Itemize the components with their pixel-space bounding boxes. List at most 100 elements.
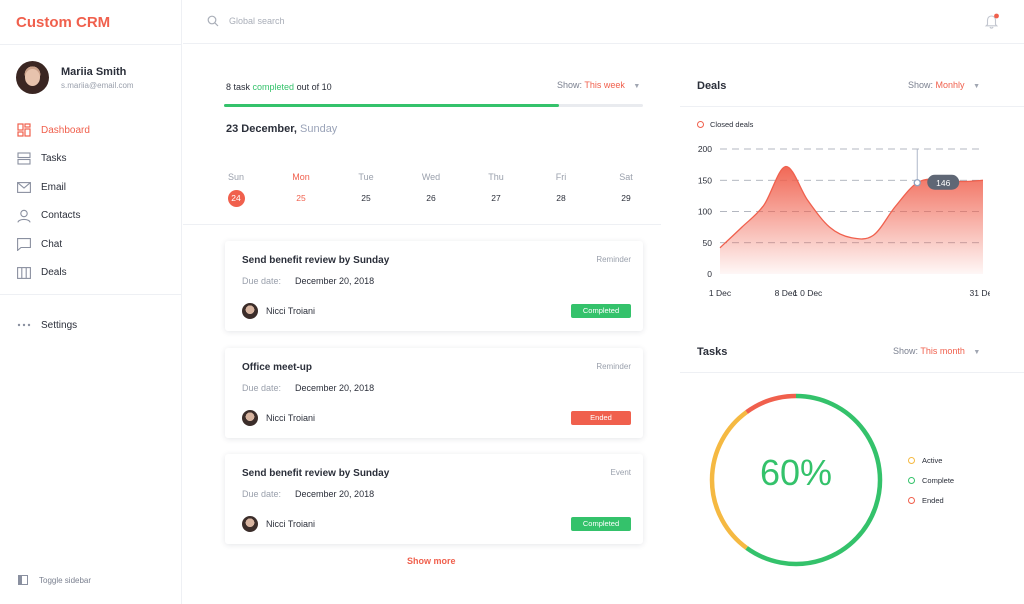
- progress-suffix: out of 10: [296, 82, 332, 92]
- show-more-link[interactable]: Show more: [407, 556, 456, 566]
- contacts-icon: [16, 209, 31, 223]
- task-type: Reminder: [596, 362, 631, 371]
- task-period-dropdown[interactable]: Show: This week ▼: [557, 80, 640, 90]
- tasks-period-dropdown[interactable]: Show: This month ▼: [893, 346, 980, 356]
- due-value: December 20, 2018: [295, 276, 375, 286]
- donut-slice-complete: [745, 393, 883, 567]
- user-profile[interactable]: Mariia Smith s.mariia@email.com: [16, 61, 134, 94]
- legend-label: Active: [922, 455, 943, 465]
- dashboard-icon: [16, 123, 31, 137]
- notification-bell-icon[interactable]: [984, 13, 1000, 34]
- assignee-name: Nicci Troiani: [266, 413, 316, 423]
- email-icon: [16, 180, 31, 194]
- selected-date: 23 December, Sunday: [226, 123, 337, 135]
- dropdown-value: This week: [584, 80, 625, 90]
- week-day[interactable]: Thu 27: [476, 172, 516, 207]
- sidebar-item-dashboard[interactable]: Dashboard: [16, 116, 166, 145]
- week-day-number: 29: [621, 193, 631, 203]
- task-assignee: Nicci Troiani: [242, 516, 315, 532]
- tasks-panel-title: Tasks: [697, 346, 728, 358]
- tasks-donut-chart[interactable]: [708, 392, 884, 568]
- user-name: Mariia Smith: [61, 65, 127, 78]
- legend-label: Closed deals: [710, 120, 754, 129]
- sidebar: Custom CRM Mariia Smith s.mariia@email.c…: [0, 0, 182, 604]
- data-point: [719, 247, 721, 249]
- sidebar-toggle-icon: [18, 575, 28, 585]
- due-label: Due date:: [242, 489, 282, 499]
- deals-icon: [16, 266, 31, 280]
- data-point: [806, 199, 808, 201]
- sidebar-item-label: Email: [41, 181, 67, 193]
- avatar[interactable]: [16, 61, 49, 94]
- status-badge: Completed: [571, 304, 631, 318]
- sidebar-item-email[interactable]: Email: [16, 173, 166, 202]
- status-badge: Completed: [571, 517, 631, 531]
- search-icon[interactable]: [207, 14, 219, 32]
- x-tick-label: 31 Dec: [970, 288, 990, 298]
- data-point: [894, 205, 896, 207]
- task-card[interactable]: Send benefit review by Sunday Reminder D…: [225, 241, 643, 331]
- week-calendar: Sun 24 Mon 25 Tue 25 Wed 26 Thu 27 Fri 28 Sat 29: [216, 172, 650, 212]
- divider: [0, 44, 182, 45]
- sidebar-item-chat[interactable]: Chat: [16, 230, 166, 259]
- sidebar-item-label: Tasks: [41, 153, 67, 165]
- toggle-sidebar-label: Toggle sidebar: [39, 575, 92, 585]
- legend-item: Active: [908, 450, 954, 470]
- donut-percent-label: 60%: [759, 452, 833, 493]
- tasks-icon: [16, 152, 31, 166]
- week-day[interactable]: Sat 29: [606, 172, 646, 207]
- task-card[interactable]: Office meet-up Reminder Due date: Decembe…: [225, 348, 643, 438]
- legend-item: Ended: [908, 490, 954, 510]
- task-progress-text: 8 task completed out of 10: [226, 82, 332, 92]
- topbar: [183, 0, 1024, 44]
- week-day[interactable]: Sun 24: [216, 172, 256, 207]
- sidebar-item-label: Settings: [41, 319, 78, 331]
- week-day-number: 25: [361, 193, 371, 203]
- week-day[interactable]: Tue 25: [346, 172, 386, 207]
- donut-slice-active: [709, 410, 748, 550]
- sidebar-item-tasks[interactable]: Tasks: [16, 145, 166, 174]
- divider: [680, 106, 1024, 107]
- task-type: Event: [610, 468, 631, 477]
- week-day-number: 28: [556, 193, 566, 203]
- search-input[interactable]: [229, 12, 529, 30]
- task-title: Send benefit review by Sunday: [242, 255, 390, 266]
- divider: [0, 294, 182, 295]
- task-progress-fill: [224, 104, 560, 107]
- app-title[interactable]: Custom CRM: [16, 14, 111, 31]
- date-main: 23 December,: [226, 123, 297, 135]
- y-tick-label: 0: [707, 269, 712, 279]
- sidebar-item-deals[interactable]: Deals: [16, 259, 166, 288]
- data-point: [763, 204, 765, 206]
- dropdown-label: Show:: [557, 80, 583, 90]
- toggle-sidebar-button[interactable]: Toggle sidebar: [18, 575, 91, 585]
- week-day-name: Sat: [619, 172, 633, 182]
- task-card[interactable]: Send benefit review by Sunday Event Due …: [225, 454, 643, 544]
- more-dots-icon: [16, 318, 31, 332]
- deals-period-dropdown[interactable]: Show: Monhly ▼: [908, 80, 980, 90]
- donut-slice-ended: [745, 393, 797, 414]
- task-due: Due date: December 20, 2018: [242, 489, 374, 499]
- legend-marker: [908, 456, 915, 464]
- avatar: [242, 303, 258, 319]
- sidebar-item-contacts[interactable]: Contacts: [16, 202, 166, 231]
- chart-legend: Closed deals: [697, 120, 753, 129]
- tasks-legend: Active Complete Ended: [908, 450, 954, 510]
- task-due: Due date: December 20, 2018: [242, 383, 374, 393]
- data-point: [872, 234, 874, 236]
- chat-icon: [16, 237, 31, 251]
- data-point: [982, 179, 984, 181]
- tooltip-bubble: [927, 174, 960, 190]
- week-day[interactable]: Wed 26: [411, 172, 451, 207]
- sidebar-item-label: Deals: [41, 267, 67, 279]
- sidebar-item-settings[interactable]: Settings: [16, 311, 77, 340]
- avatar: [242, 516, 258, 532]
- week-day[interactable]: Mon 25: [281, 172, 321, 207]
- week-day[interactable]: Fri 28: [541, 172, 581, 207]
- legend-marker: [697, 121, 704, 128]
- due-value: December 20, 2018: [295, 489, 375, 499]
- chevron-down-icon: ▼: [973, 83, 980, 90]
- x-tick-label: 1 0 Dec: [793, 288, 823, 298]
- highlight-point[interactable]: [913, 179, 921, 187]
